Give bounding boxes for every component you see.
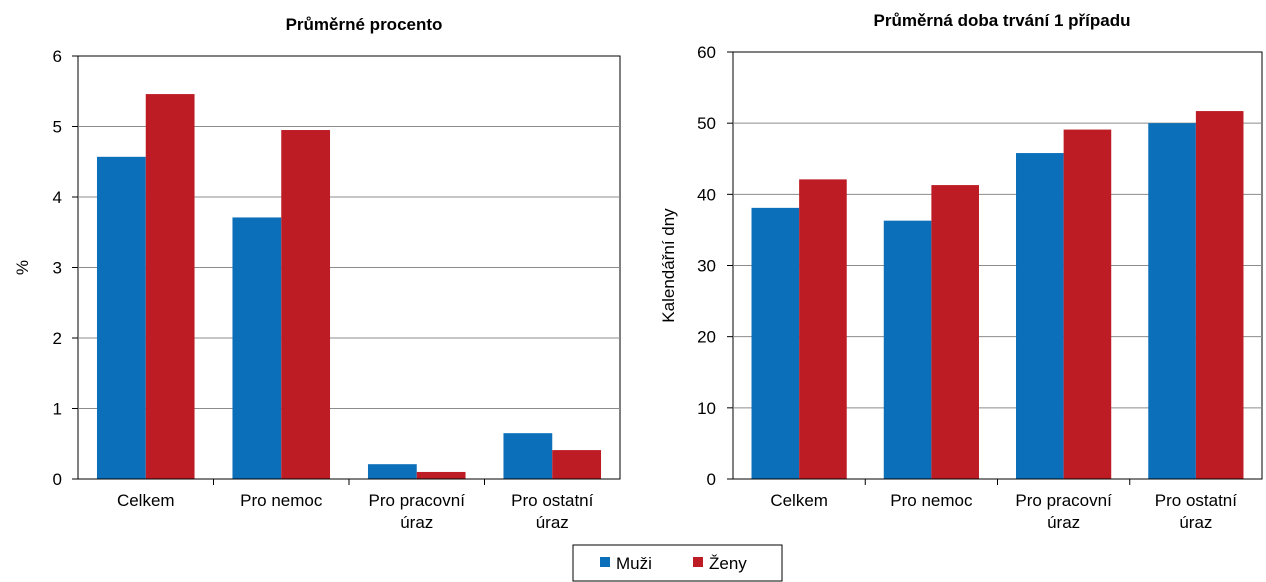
legend-swatch-zeny <box>693 557 703 567</box>
chart-title: Průměrná doba trvání 1 případu <box>874 11 1131 30</box>
category-label: úraz <box>536 513 569 532</box>
legend-label-zeny: Ženy <box>709 554 747 573</box>
bar-zeny <box>281 130 331 479</box>
category-label: Pro pracovní <box>1015 491 1112 510</box>
bar-muzi <box>1016 153 1064 479</box>
y-tick-label: 2 <box>53 329 62 348</box>
category-label: Pro ostatní <box>511 491 593 510</box>
y-tick-label: 3 <box>53 259 62 278</box>
bar-zeny <box>145 94 195 479</box>
y-tick-label: 20 <box>697 328 716 347</box>
category-label: Pro nemoc <box>240 491 323 510</box>
category-label: Pro pracovní <box>369 491 466 510</box>
category-label: Celkem <box>770 491 828 510</box>
bar-muzi <box>96 156 146 479</box>
y-tick-label: 0 <box>707 470 716 489</box>
bar-muzi <box>1148 123 1196 480</box>
bar-muzi <box>367 464 417 479</box>
y-tick-label: 0 <box>53 470 62 489</box>
y-tick-label: 40 <box>697 185 716 204</box>
bar-muzi <box>883 220 932 480</box>
chart-average-percent: Průměrné procento 0 1 2 3 4 5 6% Celkem Pro nemoc… <box>13 15 621 532</box>
y-axis-label: Kalendářní dny <box>659 208 678 323</box>
y-tick-label: 10 <box>697 399 716 418</box>
category-label: úraz <box>400 513 433 532</box>
bar-muzi <box>751 207 800 480</box>
y-tick-label: 1 <box>53 400 62 419</box>
bar-zeny <box>1063 129 1112 480</box>
bar-muzi <box>232 217 282 479</box>
category-label: Pro ostatní <box>1155 491 1237 510</box>
category-label: Pro nemoc <box>890 491 973 510</box>
category-label: úraz <box>1047 513 1080 532</box>
bar-zeny <box>416 471 466 479</box>
legend: Muži Ženy <box>572 544 783 582</box>
chart-title: Průměrné procento <box>286 15 443 34</box>
y-tick-label: 5 <box>53 118 62 137</box>
y-tick-label: 6 <box>53 47 62 66</box>
y-tick-label: 30 <box>697 257 716 276</box>
bar-muzi <box>503 433 553 479</box>
bar-zeny <box>799 179 847 479</box>
y-tick-label: 60 <box>697 43 716 62</box>
y-tick-label: 50 <box>697 114 716 133</box>
chart-average-duration: Průměrná doba trvání 1 případu 0 10 20 30 40 5… <box>659 11 1263 532</box>
bar-zeny <box>552 450 602 479</box>
y-axis-label: % <box>13 260 32 275</box>
bar-zeny <box>1195 111 1244 480</box>
legend-swatch-muzi <box>600 557 610 567</box>
y-tick-label: 4 <box>53 188 62 207</box>
category-label: Celkem <box>117 491 175 510</box>
bar-zeny <box>931 185 979 479</box>
legend-label-muzi: Muži <box>616 554 652 573</box>
category-label: úraz <box>1179 513 1212 532</box>
